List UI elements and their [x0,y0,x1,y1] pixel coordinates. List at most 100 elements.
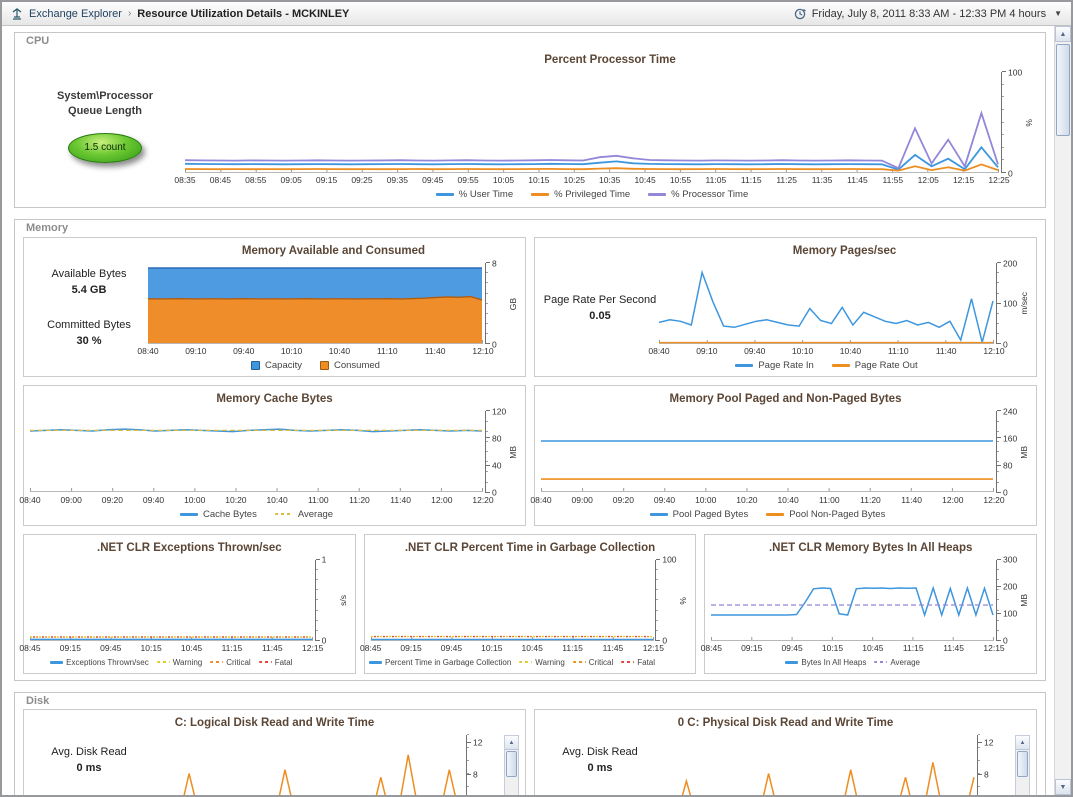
card-scrollbar[interactable]: ▲ ▼ [504,735,519,795]
legend-swatch [785,660,799,664]
x-tick-label: 09:10 [185,346,207,357]
x-tick-label: 10:00 [695,494,717,505]
x-tick-label: 12:10 [472,346,494,357]
exchange-explorer-icon [11,7,23,20]
time-range-selector[interactable]: Friday, July 8, 2011 8:33 AM - 12:33 PM … [794,8,1062,20]
legend-item: Capacity [251,360,302,371]
x-tick-label: 12:20 [983,494,1005,505]
memory-pages-chart[interactable] [659,263,994,344]
logical-disk-chart[interactable] [148,735,464,795]
x-tick-label: 11:45 [602,642,624,653]
x-tick-label: 10:25 [563,175,585,185]
y-axis-unit [999,735,1011,795]
y-tick-label: 0 [321,635,327,646]
memory-available-chart[interactable] [148,263,483,344]
y-tick-label: 100 [662,554,677,565]
x-tick-label: 09:15 [315,175,338,185]
chart-legend: Exceptions Thrown/sec Warning Critical Fata… [30,654,313,671]
y-tick-label: 300 [1003,554,1018,565]
x-tick-label: 10:10 [791,346,814,357]
chart-title: .NET CLR Percent Time in Garbage Collect… [404,541,656,554]
scroll-down-button[interactable]: ▼ [1055,779,1071,795]
card-scroll-thumb[interactable] [506,751,517,777]
chevron-down-icon: ▼ [1054,9,1062,18]
y-axis: 0 40 80 120 [485,407,507,496]
metric-page-rate: Page Rate Per Second 0.05 [543,293,657,322]
card-scroll-up-button[interactable]: ▲ [1016,736,1029,750]
y-tick-label: 0 [1003,635,1008,646]
chart-legend: Bytes In All Heaps Average [711,654,994,671]
legend-swatch [531,193,550,196]
vertical-scrollbar[interactable]: ▲ ▼ [1054,26,1071,795]
legend-item: Fatal [258,658,292,667]
legend-swatch [874,661,888,664]
clr-gc-chart[interactable] [370,560,654,641]
x-tick-label: 09:35 [386,175,408,185]
clr-gc-card: .NET CLR Percent Time in Garbage Collect… [360,533,697,674]
x-tick-label: 11:05 [705,175,727,185]
legend-swatch [320,361,329,371]
card-scroll-thumb[interactable] [1017,751,1028,777]
y-tick-label: 100 [1003,298,1018,309]
chart-title: C: Logical Disk Read and Write Time [174,717,375,729]
memory-cache-chart[interactable] [30,411,483,493]
legend-item: % User Time [435,189,513,200]
y-tick-label: 80 [492,433,502,444]
x-tick-label: 10:15 [481,642,503,653]
x-tick-label: 08:55 [245,175,267,185]
chart-legend: Capacity Consumed [148,357,483,374]
x-tick-label: 10:40 [839,346,862,357]
scroll-thumb[interactable] [1056,44,1070,136]
chart-title: 0 C: Physical Disk Read and Write Time [677,717,894,729]
x-tick-label: 11:15 [902,642,924,653]
legend-item: Pool Non-Paged Bytes [766,509,885,520]
legend-item: % Processor Time [648,189,748,200]
metric-committed-bytes: Committed Bytes 30 % [47,319,131,348]
x-tick-label: 10:20 [225,494,247,505]
y-tick-label: 240 [1003,406,1018,417]
legend-item: Fatal [621,658,655,667]
metrics-column: Avg. Disk Read 0 ms [30,735,148,795]
y-tick-label: 0 [662,635,668,646]
y-axis-unit: s/s [337,594,348,606]
legend-swatch [831,364,850,368]
processor-queue-gauge[interactable]: 1.5 count [68,132,142,163]
legend-swatch [156,661,170,664]
breadcrumb-bar: Exchange Explorer › Resource Utilization… [2,2,1071,26]
x-tick-label: 10:45 [180,642,203,653]
y-tick-label: 0 [1003,339,1008,350]
x-tick-label: 08:40 [648,346,670,357]
y-tick-label: 0 [1008,167,1013,178]
scroll-up-button[interactable]: ▲ [1055,26,1071,42]
y-tick-label: 200 [1003,581,1018,592]
metric-avg-disk-read: Avg. Disk Read 0 ms [51,746,127,775]
cpu-section-label: CPU [23,35,53,47]
card-scroll-up-button[interactable]: ▲ [505,736,518,750]
memory-section: Memory Available Bytes 5.4 GB [14,219,1046,681]
processor-queue-label: System\Processor Queue Length [57,90,153,117]
x-tick-label: 10:00 [184,494,206,505]
y-axis-unit: % [1024,118,1034,127]
clr-heaps-chart[interactable] [711,560,995,641]
x-tick-label: 09:40 [233,346,255,357]
chart-title: Memory Cache Bytes [216,393,333,406]
physical-disk-chart[interactable] [659,735,975,795]
clr-exceptions-chart[interactable] [30,560,313,641]
x-tick-label: 09:20 [101,494,123,505]
y-tick-label: 12 [984,737,994,748]
chart-title: .NET CLR Memory Bytes In All Heaps [768,541,973,554]
y-tick-label: 160 [1003,433,1018,444]
x-tick-label: 10:40 [328,346,351,357]
disk-section-label: Disk [23,695,53,707]
x-tick-label: 12:15 [642,642,664,653]
x-tick-label: 11:45 [261,642,283,653]
percent-processor-time-chart[interactable] [185,72,999,173]
card-scrollbar[interactable]: ▲ ▼ [1015,735,1030,795]
cpu-section: CPU System\Processor Queue Length 1.5 co… [14,32,1046,208]
breadcrumb-link-exchange-explorer[interactable]: Exchange Explorer [29,7,122,20]
memory-pool-chart[interactable] [541,411,994,493]
legend-item: Page Rate Out [831,360,918,371]
x-tick-label: 11:40 [901,494,922,505]
scrollbar-track[interactable] [1055,42,1071,779]
